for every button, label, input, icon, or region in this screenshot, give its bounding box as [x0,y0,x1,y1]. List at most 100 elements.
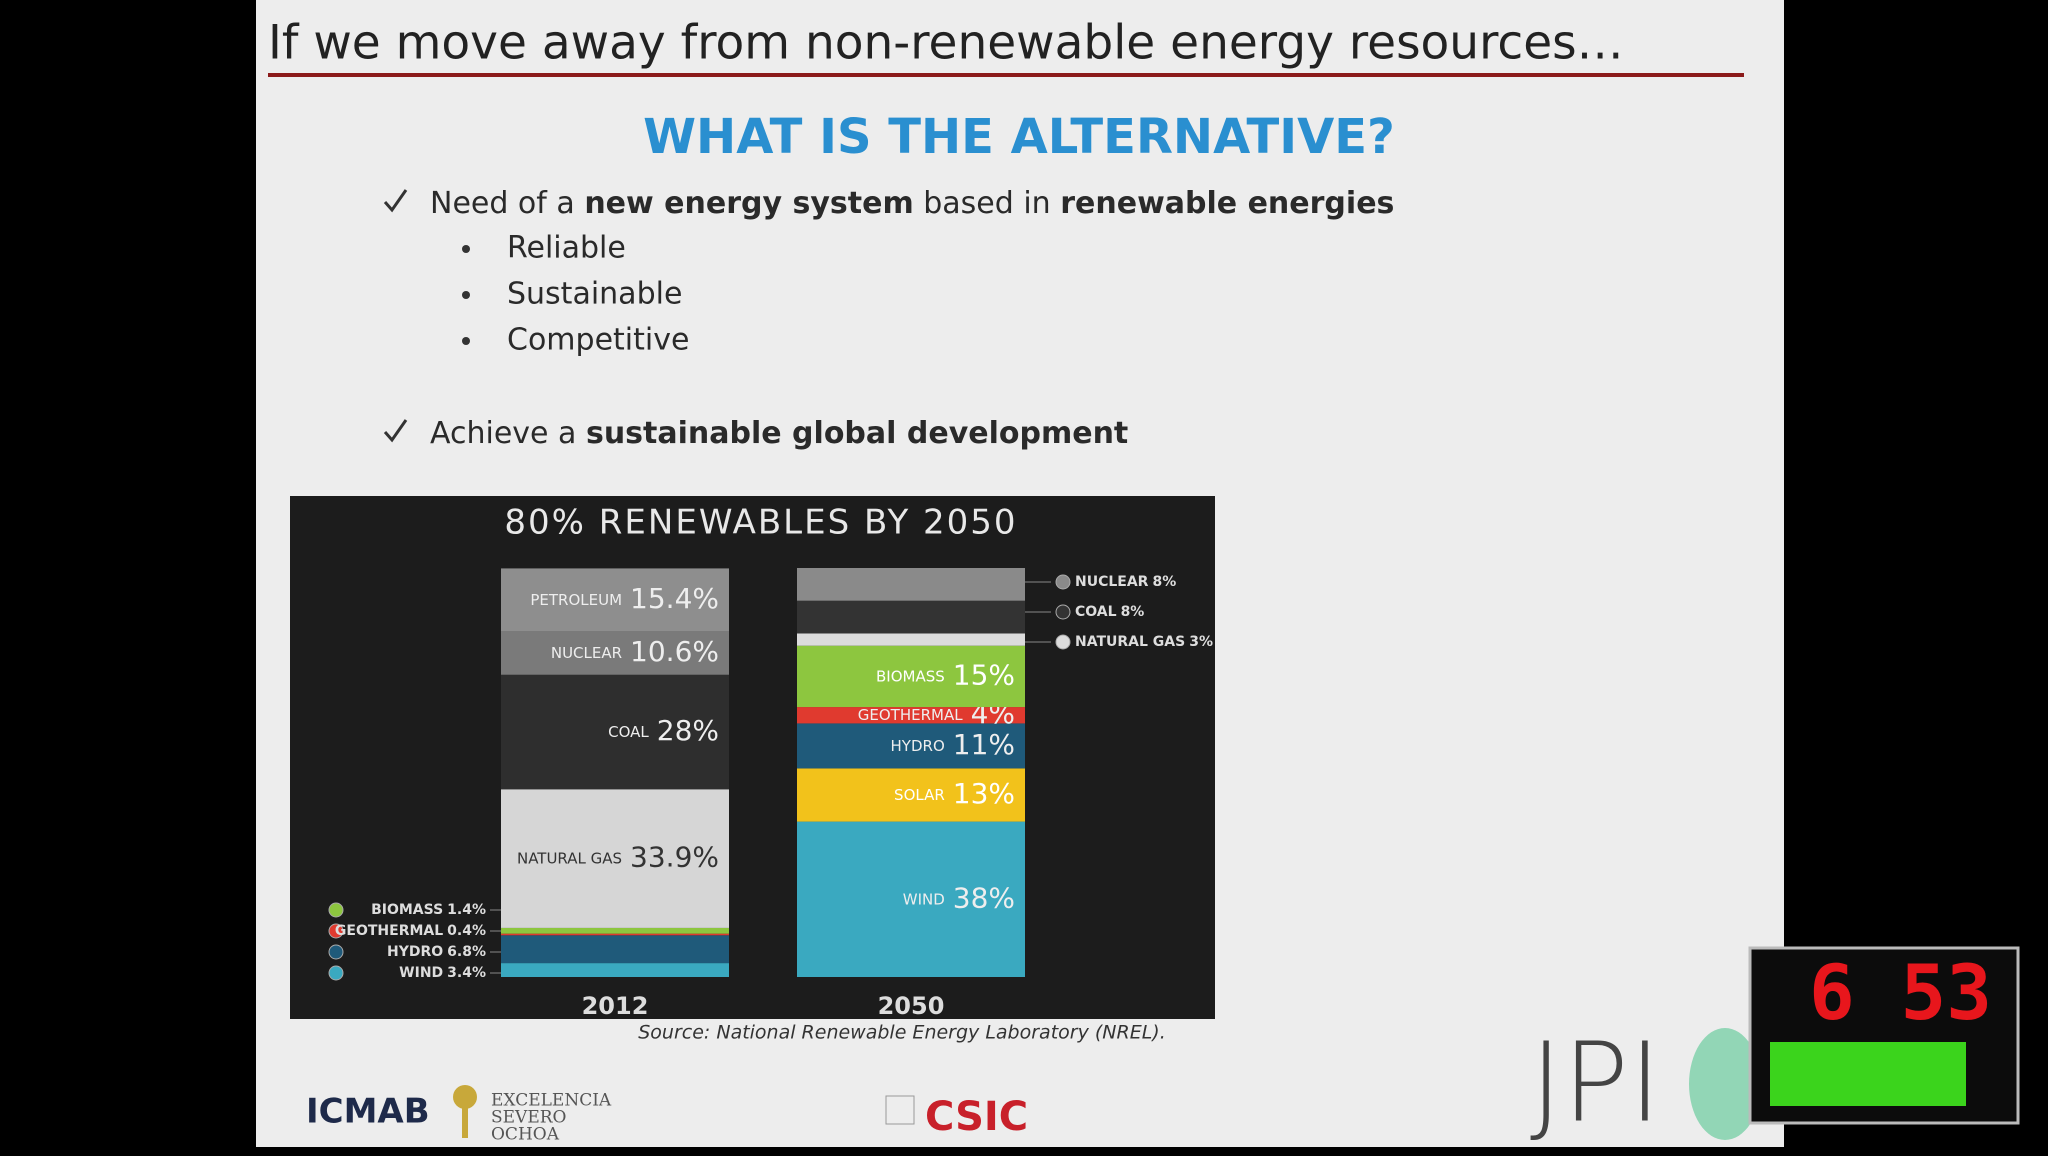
side-label: WIND 3.4% [399,965,486,981]
bar-segment [501,935,729,964]
segment-value: 38% [953,881,1015,914]
segment-value: 15% [953,658,1015,691]
logo-icon [885,1095,915,1125]
segment-name: BIOMASS [371,902,443,918]
check-mark [383,419,408,443]
segment-value: 0.4% [447,923,486,939]
segment-value: 6.8% [447,944,486,960]
segment-name: WIND [903,890,945,908]
segment-value: 33.9% [630,841,719,874]
segment-label: COAL 28% [608,714,719,747]
excelencia-logo: OCHOA [491,1125,560,1145]
segment-value: 11% [953,728,1015,761]
bar-segment [501,568,729,632]
x-tick-label: 2050 [878,992,945,1020]
side-label: NUCLEAR 8% [1075,574,1176,590]
side-label: NATURAL GAS 3% [1075,634,1213,650]
segment-value: 1.4% [447,902,486,918]
slide-title: If we move away from non-renewable energ… [268,16,1624,71]
logo-icon [1689,1028,1761,1140]
logo-icon [453,1085,477,1109]
bar-segment [501,927,729,934]
side-swatch [328,965,344,981]
side-swatch [328,944,344,960]
logo-icon [462,1108,468,1138]
segment-value: 3% [1189,634,1213,650]
bar-segment [797,768,1025,822]
logos: ICMAB EXCELENCIA SEVERO OCHOA CSIC JPI [306,1018,1761,1146]
sub-bullet-dot [462,291,470,299]
segment-name: COAL [608,723,649,741]
side-swatch [328,902,344,918]
segment-name: PETROLEUM [530,590,622,608]
segment-name: GEOTHERMAL [335,923,443,939]
bar-segment [797,633,1025,646]
segment-label: NUCLEAR 10.6% [551,635,719,668]
bullet-part: sustainable global development [586,416,1128,451]
bar-segment [797,723,1025,769]
bullet: Achieve a sustainable global development [430,416,1128,451]
segment-value: 8% [1152,574,1176,590]
segment-name: GEOTHERMAL [858,706,963,724]
segment-label: PETROLEUM 15.4% [530,582,719,615]
slide-heading: WHAT IS THE ALTERNATIVE? [643,109,1395,165]
sub-bullet-dot [462,337,470,345]
side-label: BIOMASS 1.4% [371,902,486,918]
bullet-part: based in [914,186,1061,221]
segment-name: NUCLEAR [1075,574,1149,590]
bar-segment [501,631,729,675]
excelencia-logo: EXCELENCIA [491,1091,612,1111]
chart-title: 80% RENEWABLES BY 2050 [504,503,1017,543]
jpi-logo: JPI [1530,1018,1661,1146]
segment-label: NATURAL GAS 33.9% [517,841,719,874]
segment-name: WIND [399,965,443,981]
side-label: COAL 8% [1075,604,1144,620]
check-mark [383,189,408,213]
bar-segment [797,600,1025,634]
side-label: GEOTHERMAL 0.4% [335,923,486,939]
bar-segment [797,707,1025,724]
x-tick-label: 2012 [582,992,649,1020]
excelencia-logo: SEVERO [491,1108,566,1128]
bullet-part: new energy system [584,186,913,221]
timer-time: 6 53 [1809,948,1992,1037]
csic-logo: CSIC [925,1094,1028,1140]
bullet-part: Achieve a [430,416,586,451]
segment-name: HYDRO [387,944,443,960]
segment-label: BIOMASS 15% [876,658,1015,691]
segment-name: NUCLEAR [551,644,622,662]
segment-name: SOLAR [894,785,945,803]
sub-bullet: Reliable [507,231,626,266]
side-label: HYDRO 6.8% [387,944,486,960]
segment-value: 10.6% [630,635,719,668]
bar-segment [797,568,1025,601]
timer: 6 53 [1748,946,2020,1125]
segment-name: COAL [1075,604,1117,620]
sub-bullet: Sustainable [507,277,682,312]
icmab-logo: ICMAB [306,1092,430,1132]
segment-label: HYDRO 11% [891,728,1015,761]
side-swatch [328,923,344,939]
segment-name: NATURAL GAS [517,849,622,867]
sub-bullet-dot [462,245,470,253]
side-swatch [1055,574,1071,590]
segment-value: 13% [953,777,1015,810]
bar-segment [501,963,729,977]
sub-bullet: Competitive [507,323,689,358]
bar-segment [501,933,729,936]
segment-name: HYDRO [891,736,945,754]
side-swatch [1055,634,1071,650]
segment-value: 28% [657,714,719,747]
source: Source: National Renewable Energy Labora… [638,1022,1166,1044]
bar-segment [797,645,1025,708]
bullet-part: renewable energies [1060,186,1394,221]
side-swatch [1055,604,1071,620]
segment-name: NATURAL GAS [1075,634,1185,650]
timer-bar [1770,1042,1966,1106]
bullet: Need of a new energy system based in ren… [430,186,1394,221]
bullet-part: Need of a [430,186,584,221]
segment-label: SOLAR 13% [894,777,1015,810]
segment-label: WIND 38% [903,881,1015,914]
bar-segment [501,674,729,790]
